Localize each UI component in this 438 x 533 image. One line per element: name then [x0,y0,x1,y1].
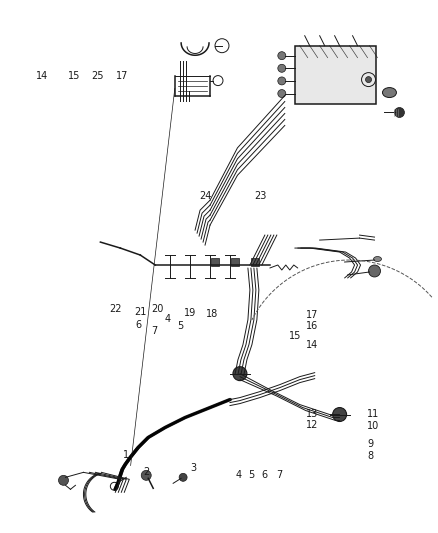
Text: 3: 3 [191,463,197,473]
Circle shape [278,52,286,60]
Text: 17: 17 [306,310,319,320]
Text: 6: 6 [135,320,141,330]
Text: 10: 10 [367,421,380,431]
Text: 7: 7 [276,470,283,480]
Circle shape [141,470,151,480]
Circle shape [59,475,68,486]
Circle shape [366,77,371,83]
Text: 8: 8 [367,450,374,461]
Circle shape [278,64,286,72]
Text: 11: 11 [367,409,380,419]
Text: 1: 1 [124,450,130,460]
Text: 2: 2 [143,466,149,477]
Text: 12: 12 [306,420,319,430]
Ellipse shape [374,256,381,262]
Text: 21: 21 [134,306,146,317]
FancyBboxPatch shape [295,46,377,103]
Text: 22: 22 [109,304,121,314]
Bar [231,258,239,266]
Bar [211,258,219,266]
Text: 4: 4 [164,313,170,324]
Circle shape [395,108,404,117]
Text: 16: 16 [306,321,318,331]
Text: 23: 23 [254,191,267,201]
Text: 5: 5 [248,470,254,480]
Circle shape [233,367,247,381]
Text: 5: 5 [177,321,184,331]
Circle shape [278,90,286,98]
Text: 20: 20 [151,304,164,314]
Text: 15: 15 [289,330,301,341]
Text: 4: 4 [236,470,242,480]
Text: 13: 13 [306,409,318,419]
Text: 14: 14 [306,340,318,350]
Ellipse shape [382,87,396,98]
Text: 17: 17 [116,71,128,82]
Text: 9: 9 [367,440,374,449]
Circle shape [278,77,286,85]
Circle shape [368,265,381,277]
Text: 15: 15 [68,71,81,82]
Text: 7: 7 [151,326,158,336]
Bar [251,258,259,266]
Text: 25: 25 [92,71,104,82]
Circle shape [332,408,346,422]
Text: 24: 24 [199,191,211,201]
Text: 18: 18 [206,309,218,319]
Text: 6: 6 [261,470,267,480]
Circle shape [179,473,187,481]
Text: 14: 14 [35,71,48,82]
Text: 19: 19 [184,308,196,318]
